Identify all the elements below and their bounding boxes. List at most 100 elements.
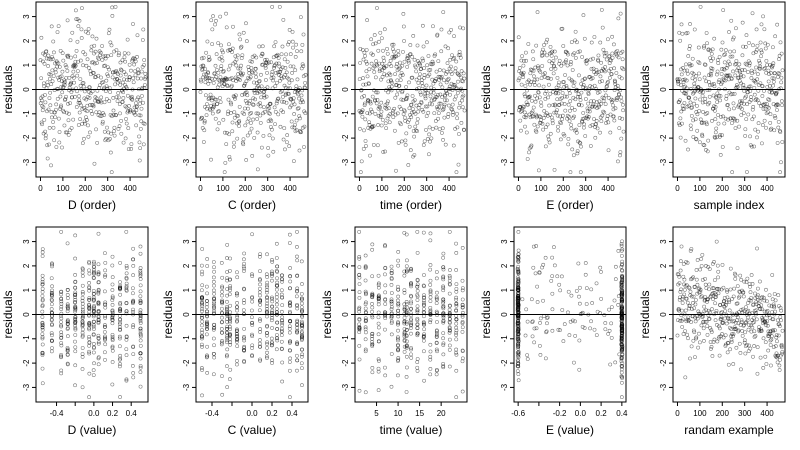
data-point <box>126 147 131 151</box>
data-point <box>47 126 52 130</box>
data-point <box>236 66 241 71</box>
data-point <box>383 312 387 316</box>
data-point <box>713 108 717 113</box>
data-point <box>617 352 622 357</box>
data-point <box>571 153 576 158</box>
data-point <box>415 284 420 289</box>
data-point <box>682 68 687 73</box>
data-point <box>389 271 394 276</box>
data-point <box>242 327 246 331</box>
data-point <box>68 101 72 105</box>
data-point <box>446 76 451 81</box>
data-point <box>685 300 690 305</box>
data-point <box>779 308 784 313</box>
data-point <box>579 311 584 316</box>
data-point <box>77 110 82 115</box>
data-point <box>389 316 394 320</box>
data-point <box>516 300 521 305</box>
data-point <box>550 118 555 123</box>
data-point <box>261 133 266 138</box>
data-point <box>516 248 521 253</box>
data-point <box>619 395 624 400</box>
data-point <box>141 100 145 105</box>
data-point <box>255 130 260 135</box>
data-point <box>778 357 782 362</box>
data-point <box>603 65 608 69</box>
data-point <box>679 244 684 249</box>
data-point <box>541 127 545 132</box>
data-point <box>758 40 763 45</box>
data-point <box>404 97 409 101</box>
data-point <box>40 277 45 282</box>
data-point <box>207 57 212 62</box>
data-point <box>114 95 119 99</box>
data-point <box>225 336 230 340</box>
data-point <box>568 108 572 113</box>
data-point <box>271 75 276 80</box>
data-point <box>212 104 216 109</box>
data-point <box>530 49 535 54</box>
data-point <box>204 106 209 111</box>
data-point <box>383 149 387 154</box>
data-point <box>718 133 723 138</box>
data-point <box>242 269 246 273</box>
x-tick-label: 0 <box>516 184 521 193</box>
data-point <box>523 50 528 55</box>
data-point <box>754 317 759 322</box>
data-point <box>558 137 563 142</box>
data-point <box>704 319 709 324</box>
data-point <box>723 316 727 321</box>
data-point <box>405 305 409 310</box>
data-point <box>268 101 273 106</box>
data-point <box>415 304 420 309</box>
data-point <box>288 303 292 308</box>
data-point <box>362 128 366 133</box>
data-point <box>396 250 401 254</box>
data-point <box>422 314 426 319</box>
data-point <box>267 133 272 138</box>
data-point <box>607 75 612 80</box>
data-point <box>454 347 459 352</box>
data-point <box>575 149 580 153</box>
data-point <box>225 293 229 298</box>
data-point <box>118 60 123 65</box>
data-point <box>608 362 613 367</box>
data-point <box>212 296 217 300</box>
data-point <box>80 307 85 312</box>
data-point <box>776 125 781 130</box>
data-point <box>404 354 409 359</box>
data-point <box>546 95 550 100</box>
data-point <box>230 129 235 134</box>
data-point <box>769 363 773 368</box>
data-point <box>550 291 555 296</box>
data-point <box>733 273 738 277</box>
data-point <box>405 64 410 69</box>
data-point <box>525 157 530 161</box>
x-axis-title: time (order) <box>380 198 442 212</box>
data-point <box>227 334 232 339</box>
data-point <box>212 288 216 293</box>
data-point <box>258 269 262 273</box>
data-point <box>285 59 290 64</box>
data-point <box>110 263 115 268</box>
data-point <box>110 338 115 343</box>
data-point <box>773 71 777 76</box>
data-point <box>441 267 446 272</box>
data-point <box>212 355 217 360</box>
data-point <box>111 113 116 117</box>
data-point <box>429 90 433 95</box>
data-point <box>200 115 204 120</box>
data-point <box>377 69 382 74</box>
data-point <box>121 96 126 100</box>
data-point <box>710 47 715 52</box>
data-point <box>717 287 722 292</box>
data-point <box>552 263 557 268</box>
data-point <box>713 318 718 323</box>
data-point <box>769 90 774 95</box>
data-point <box>774 90 779 95</box>
data-point <box>139 119 144 124</box>
data-point <box>300 98 304 103</box>
data-point <box>442 102 447 107</box>
data-point <box>370 247 375 252</box>
